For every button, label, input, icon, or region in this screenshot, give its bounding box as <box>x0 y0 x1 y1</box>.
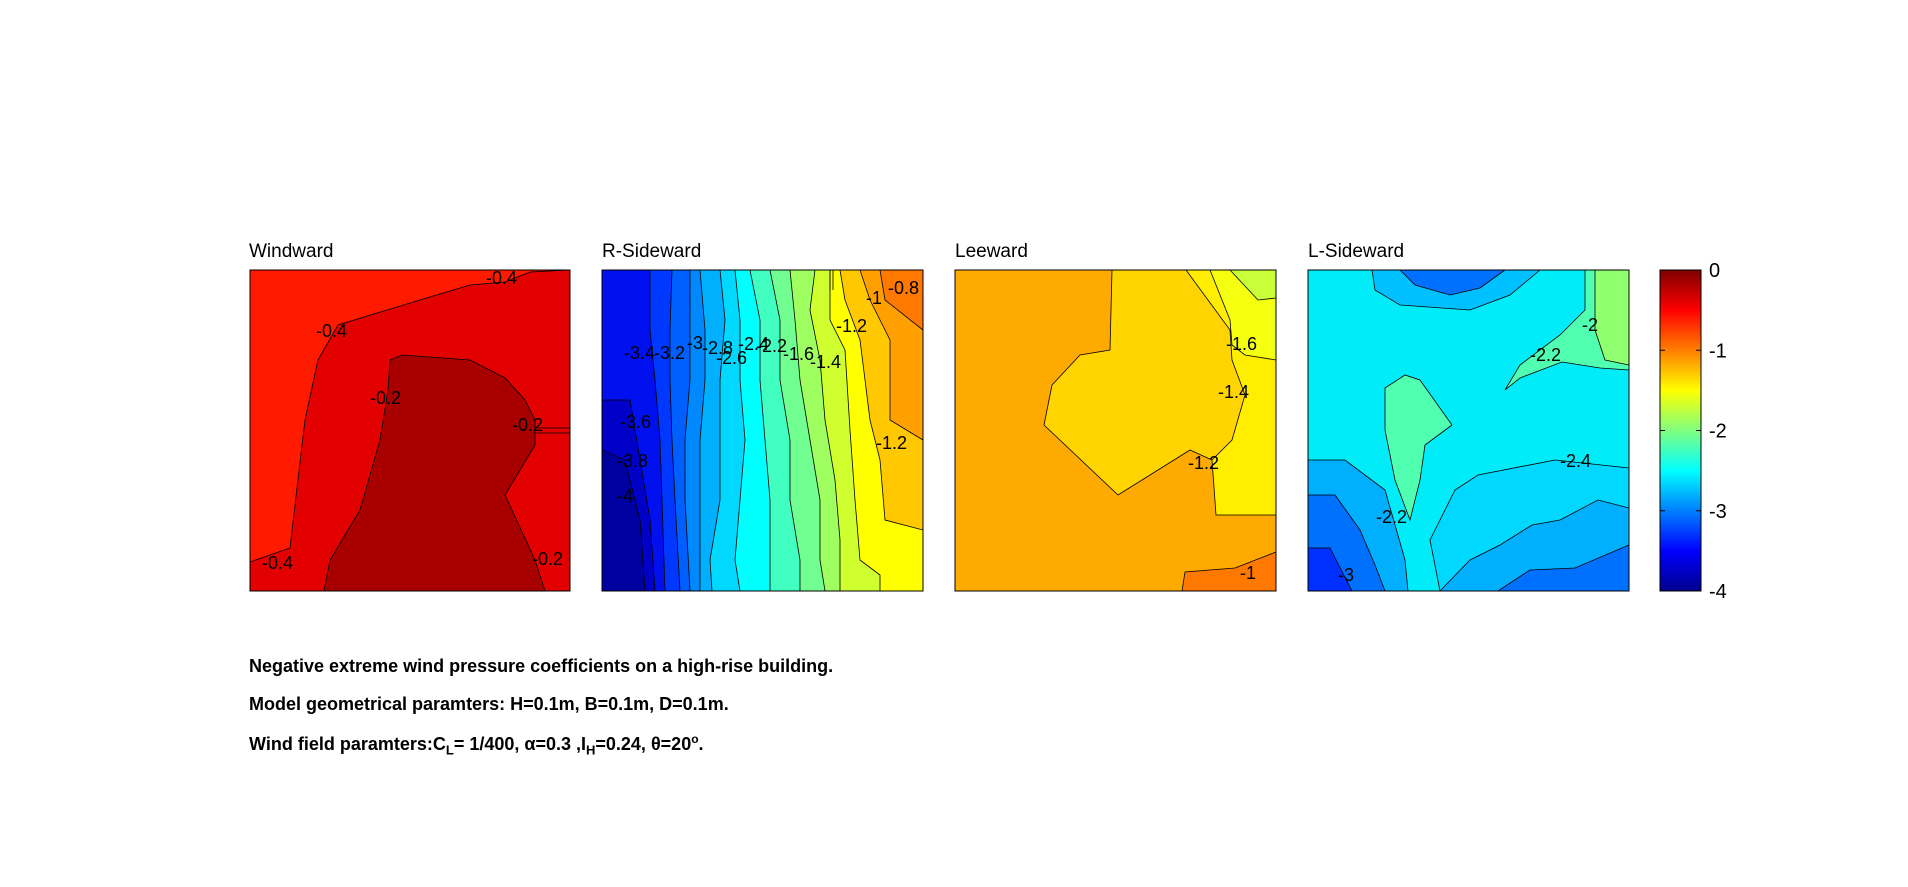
contour-label: -0.2 <box>512 415 543 435</box>
caption-3-end: . <box>698 734 704 754</box>
contour-label: -0.2 <box>532 549 563 569</box>
caption-line-3: Wind field paramters:CL= 1/400, α=0.3 ,I… <box>249 732 704 758</box>
contour-label: -2 <box>1582 315 1598 335</box>
contour-label: -3 <box>687 333 703 353</box>
r-sideward-axes-box <box>601 269 924 592</box>
contour-label: -2.4 <box>1560 451 1591 471</box>
contour-label: -2.8 <box>702 338 733 358</box>
colorbar-tick-label: 0 <box>1709 260 1720 282</box>
colorbar-tick-label: -1 <box>1709 340 1727 362</box>
contour-label: -0.2 <box>370 388 401 408</box>
contour-label: -2.6 <box>716 348 747 368</box>
contour-label: -1.2 <box>836 316 867 336</box>
contour-label: -3.8 <box>617 451 648 471</box>
colorbar: 0 -1 -2 -3 -4 <box>1659 260 1727 603</box>
r-sideward-contour-fill <box>602 270 923 591</box>
contour-label: -1 <box>1240 563 1256 583</box>
caption-3-mid2: =0.24, θ=20 <box>595 734 692 754</box>
windward-axes-box <box>249 269 571 592</box>
caption-3-mid: = 1/400, α=0.3 ,I <box>453 734 586 754</box>
contour-label: -1.6 <box>783 344 814 364</box>
caption-3-prefix: Wind field paramters:C <box>249 734 446 754</box>
panel-title-leeward: Leeward <box>955 241 1028 262</box>
contour-label: -1.2 <box>1188 453 1219 473</box>
contour-label: -3 <box>1338 565 1354 585</box>
colorbar-tick-label: -4 <box>1709 581 1727 603</box>
l-sideward-contour-fill <box>1308 270 1629 591</box>
contour-label: -1.4 <box>810 352 841 372</box>
contour-label: -0.8 <box>888 278 919 298</box>
contour-label: -4 <box>617 486 633 506</box>
colorbar-gradient <box>1659 269 1702 592</box>
contour-label: -0.4 <box>316 321 347 341</box>
panel-windward: -0.4 -0.4 -0.2 -0.2 -0.4 -0.2 <box>249 268 571 592</box>
panel-title-l-sideward: L-Sideward <box>1308 241 1405 262</box>
colorbar-tick-label: -3 <box>1709 501 1727 523</box>
contour-label: -3.2 <box>654 343 685 363</box>
contour-label: -2.2 <box>756 336 787 356</box>
caption-line-1: Negative extreme wind pressure coefficie… <box>249 656 834 676</box>
contour-label: -1 <box>866 288 882 308</box>
panel-title-windward: Windward <box>249 241 334 262</box>
contour-label: -0.4 <box>262 553 293 573</box>
colorbar-ticks: 0 -1 -2 -3 -4 <box>1660 260 1727 603</box>
caption-line-2: Model geometrical paramters: H=0.1m, B=0… <box>249 694 729 714</box>
windward-contour-fill <box>250 270 570 591</box>
panel-l-sideward: -2 -2.2 -2.4 -2.2 -3 <box>1307 269 1630 592</box>
leeward-axes-box <box>954 269 1277 592</box>
caption-3-sub-l: L <box>445 742 454 758</box>
contour-label: -2.2 <box>1376 507 1407 527</box>
contour-label: -1.4 <box>1218 382 1249 402</box>
colorbar-tick-label: -2 <box>1709 421 1727 443</box>
contour-label: -1.6 <box>1226 334 1257 354</box>
contour-label: -0.4 <box>486 268 517 288</box>
l-sideward-axes-box <box>1307 269 1630 592</box>
panel-title-r-sideward: R-Sideward <box>602 241 702 262</box>
caption-3-sup: o <box>691 732 699 746</box>
leeward-contour-fill <box>955 270 1276 591</box>
contour-label: -1.2 <box>876 433 907 453</box>
contour-label: -2.2 <box>1530 345 1561 365</box>
contour-label: -3.4 <box>624 343 655 363</box>
panel-r-sideward: -0.8 -1 -1.2 -1.4 -1.6 -2.2 -2.4 -2.6 -2… <box>601 269 924 592</box>
panel-leeward: -1.6 -1.4 -1.2 -1 <box>954 269 1277 592</box>
caption-3-sub-h: H <box>586 742 596 758</box>
contour-label: -3.6 <box>620 412 651 432</box>
contour-label: -2.4 <box>738 334 769 354</box>
